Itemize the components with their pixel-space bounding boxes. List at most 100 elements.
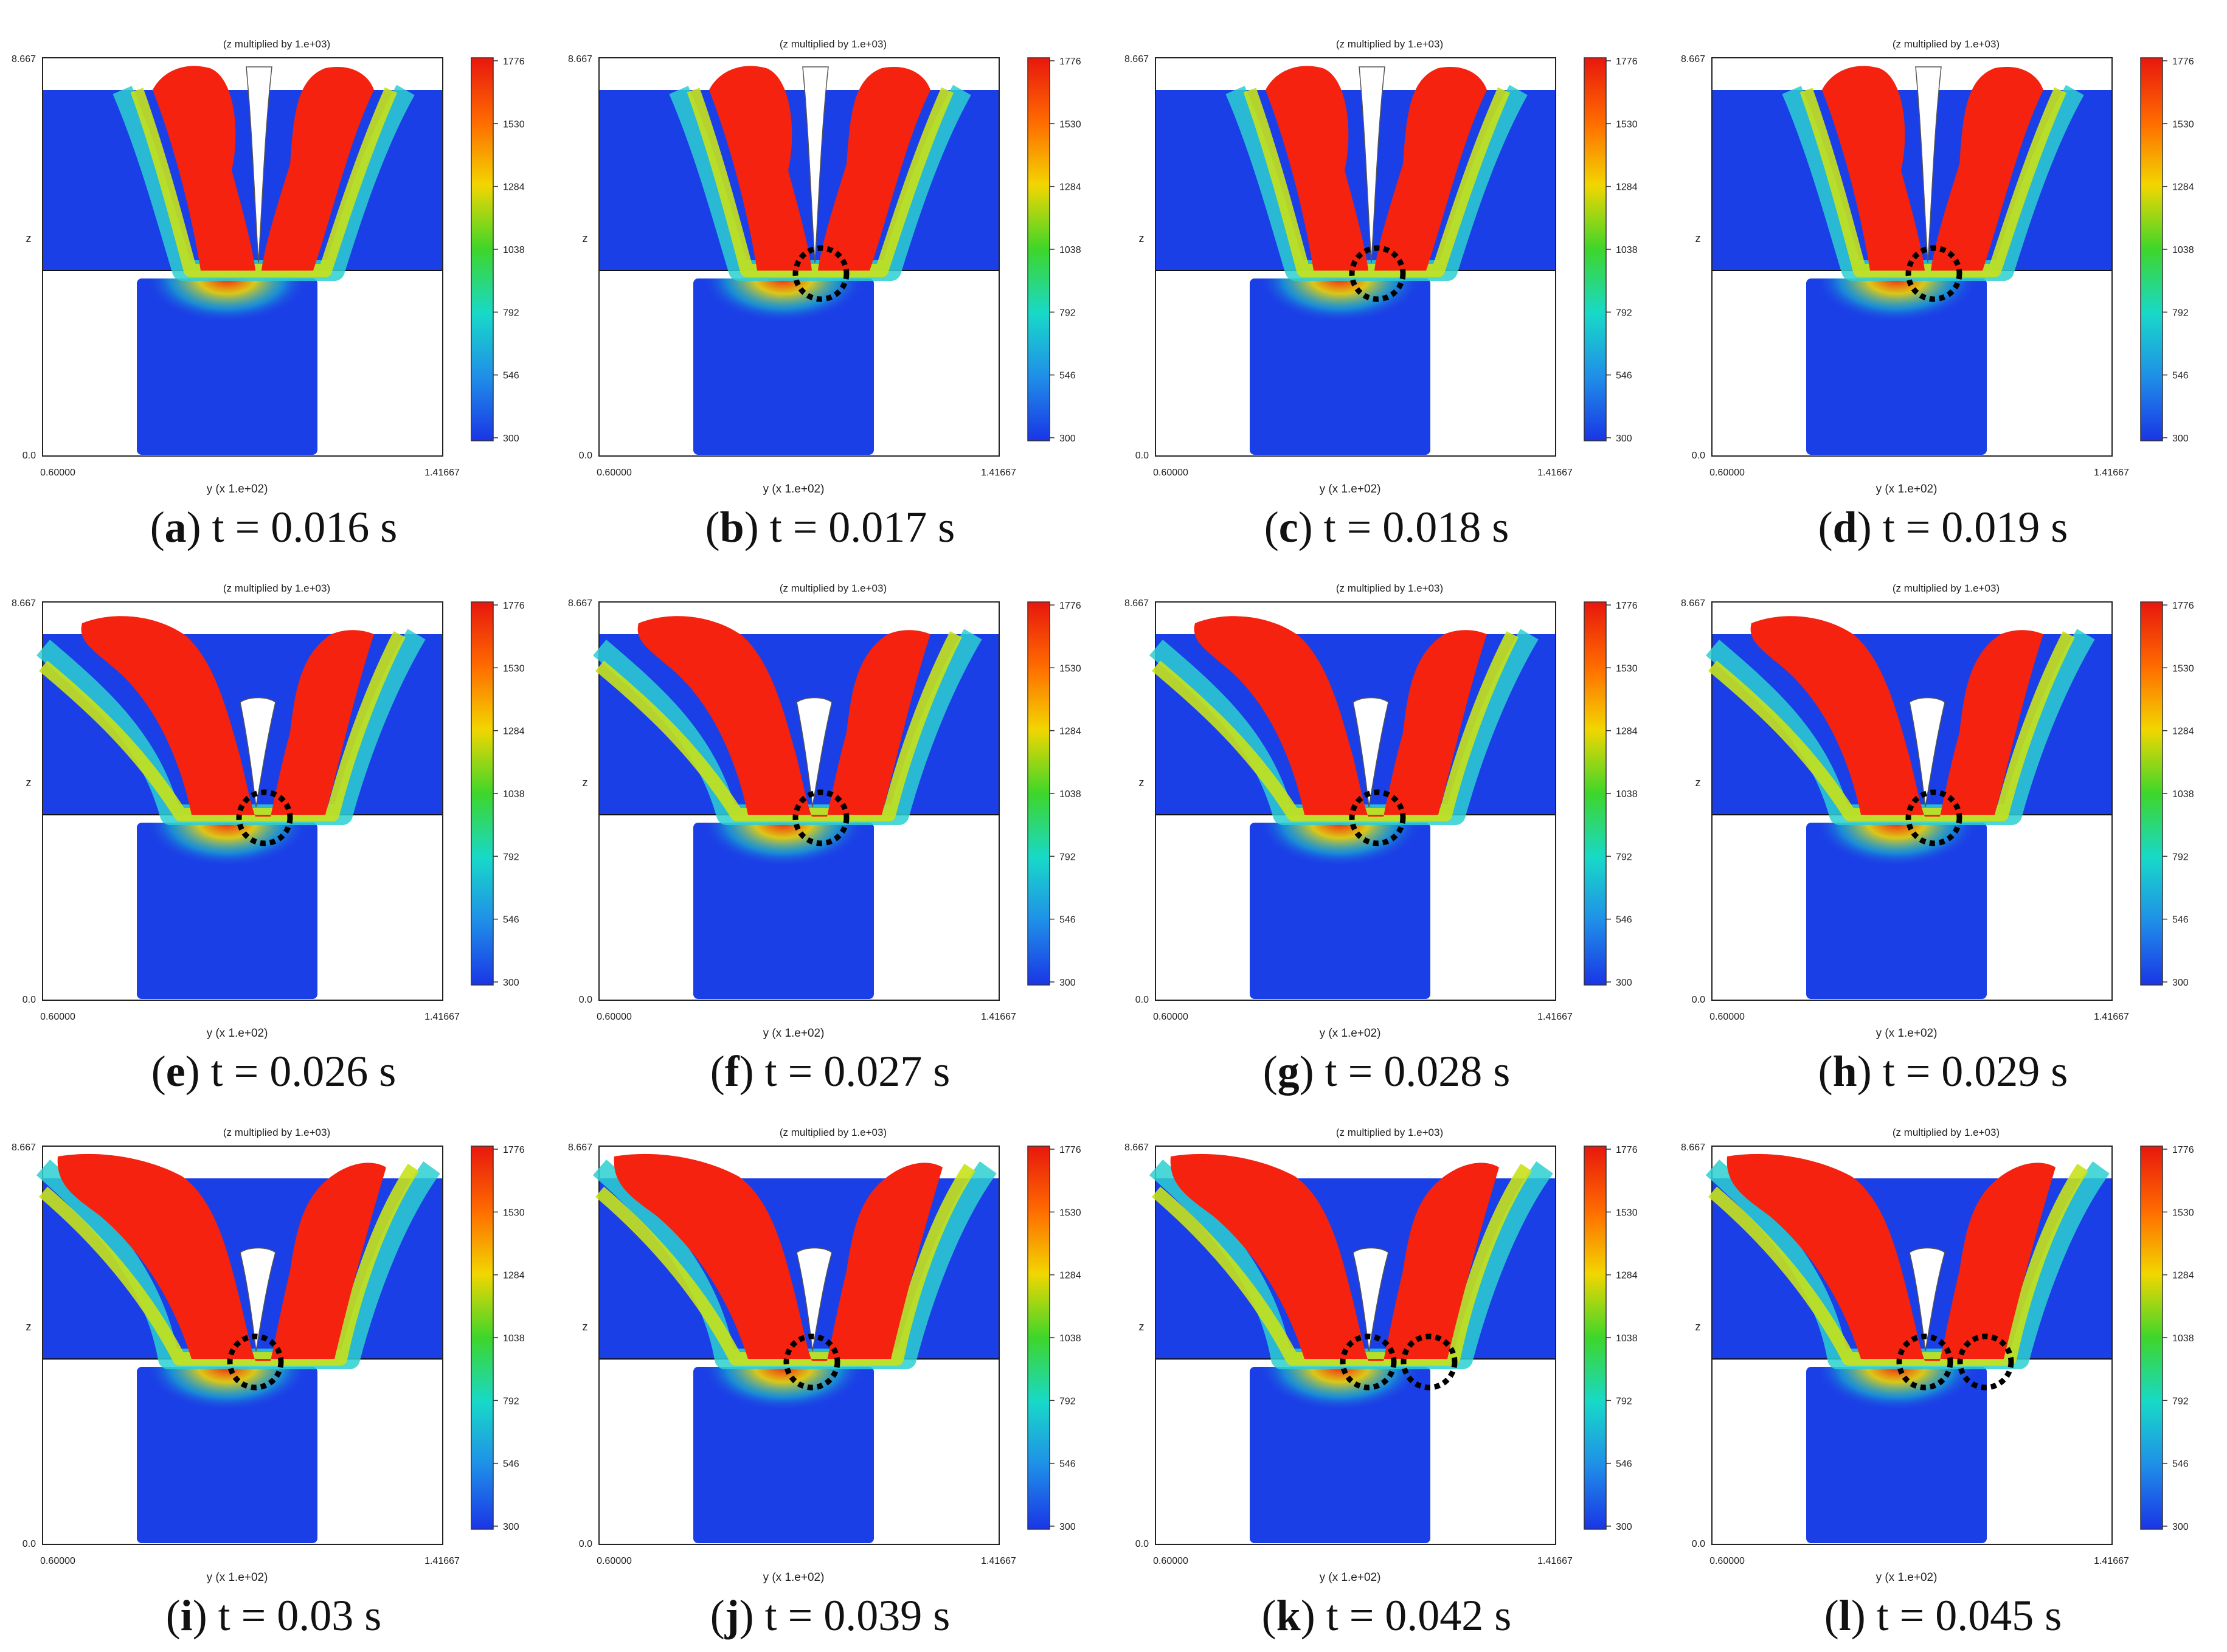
keyhole-cavity — [796, 1247, 833, 1352]
panel-caption: (a) t = 0.016 s — [150, 503, 398, 551]
colorbar-tick-label: 1776 — [1616, 1145, 1638, 1155]
colorbar-tick-label: 1284 — [503, 727, 525, 737]
y-axis-label: y (x 1.e+02) — [1320, 1027, 1381, 1040]
colorbar-ticks: 1776 1530 1284 1038 792 546 300 — [2163, 1145, 2194, 1532]
colorbar-tick-label: 1776 — [503, 1145, 525, 1155]
colorbar-tick-label: 1530 — [1059, 663, 1081, 674]
colorbar-tick-label: 546 — [1059, 371, 1076, 381]
highlight-circle-marker — [236, 789, 293, 846]
molten-pool — [1170, 1153, 1499, 1361]
panel-caption: (f) t = 0.027 s — [710, 1047, 951, 1096]
simulation-panel-g: (z multiplied by 1.e+03) 1776 1530 1284 103… — [1122, 556, 1651, 1104]
highlight-circle-marker — [1896, 1333, 1953, 1391]
y-axis-label: y (x 1.e+02) — [1876, 483, 1938, 496]
plot-header: (z multiplied by 1.e+03) — [223, 38, 330, 50]
z-bottom-tick: 0.0 — [579, 1539, 592, 1549]
y-axis-label: y (x 1.e+02) — [1876, 1027, 1938, 1040]
panel-caption: (d) t = 0.019 s — [1818, 503, 2068, 551]
colorbar-tick-label: 1284 — [1616, 182, 1638, 193]
heat-affected-zone-outer — [1705, 629, 2095, 825]
molten-pool — [709, 66, 930, 271]
z-axis-label: z — [583, 232, 588, 244]
y-left-tick: 0.60000 — [40, 1012, 75, 1022]
colorbar-tick-label: 300 — [1059, 434, 1076, 444]
panel-time: t = 0.018 s — [1323, 503, 1509, 551]
heat-affected-zone-outer — [1149, 629, 1539, 825]
simulation-panel-i: (z multiplied by 1.e+03) 1776 1530 1284 103… — [9, 1101, 538, 1648]
molten-pool — [153, 66, 374, 271]
y-axis-label: y (x 1.e+02) — [1320, 1571, 1381, 1584]
y-right-tick: 1.41667 — [1537, 1012, 1573, 1022]
molten-pool — [1822, 66, 2043, 271]
colorbar-tick-label: 1530 — [1616, 119, 1638, 130]
keyhole-cavity — [240, 1247, 276, 1352]
z-axis-label: z — [583, 1321, 588, 1333]
colorbar-tick-label: 1038 — [1059, 245, 1081, 255]
y-left-tick: 0.60000 — [1709, 1556, 1745, 1566]
highlight-circle-marker — [792, 789, 850, 846]
colorbar-tick-label: 1038 — [503, 1333, 525, 1344]
colorbar — [1584, 601, 1607, 986]
colorbar-tick-label: 300 — [2172, 978, 2189, 988]
heat-affected-zone-outer — [1149, 1160, 1553, 1369]
heat-affected-zone — [137, 278, 317, 376]
heat-affected-zone-outer — [592, 1160, 997, 1369]
y-left-tick: 0.60000 — [1709, 1012, 1745, 1022]
colorbar-ticks: 1776 1530 1284 1038 792 546 300 — [2163, 57, 2194, 444]
keyhole-cavity — [1909, 1247, 1945, 1352]
temperature-field-plot: (z multiplied by 1.e+03) 1776 1530 1284 103… — [568, 38, 1081, 496]
heat-affected-zone-inner — [1151, 631, 1519, 821]
colorbar-tick-label: 546 — [1059, 915, 1076, 925]
marker-group — [1349, 245, 1406, 302]
marker-group — [783, 1333, 840, 1391]
colorbar-tick-label: 1530 — [503, 1208, 525, 1218]
y-right-tick: 1.41667 — [424, 468, 460, 478]
keyhole-cavity — [1915, 66, 1942, 263]
heat-affected-zone — [1250, 1367, 1430, 1464]
heat-affected-zone-inner — [130, 87, 398, 277]
colorbar-tick-label: 1776 — [1059, 601, 1081, 611]
temperature-field-plot: (z multiplied by 1.e+03) 1776 1530 1284 103… — [568, 582, 1081, 1040]
colorbar-tick-label: 546 — [2172, 1459, 2189, 1470]
y-left-tick: 0.60000 — [40, 468, 75, 478]
colorbar-tick-label: 300 — [503, 978, 519, 988]
colorbar-tick-label: 300 — [503, 434, 519, 444]
y-right-tick: 1.41667 — [1537, 468, 1573, 478]
simulation-panel-f: (z multiplied by 1.e+03) 1776 1530 1284 103… — [566, 556, 1095, 1104]
colorbar-tick-label: 1284 — [503, 1271, 525, 1281]
colorbar-ticks: 1776 1530 1284 1038 792 546 300 — [1606, 1145, 1638, 1532]
colorbar-tick-label: 792 — [503, 1396, 519, 1406]
panel-time: t = 0.039 s — [764, 1591, 951, 1640]
plot-header: (z multiplied by 1.e+03) — [1893, 582, 2000, 594]
heat-affected-zone-outer — [36, 629, 426, 825]
panel-label: j — [724, 1591, 739, 1640]
y-right-tick: 1.41667 — [981, 468, 1016, 478]
molten-pool — [1750, 616, 2043, 817]
heat-affected-zone-inner — [595, 631, 962, 821]
panel-label: l — [1838, 1591, 1851, 1640]
z-axis-label: z — [1139, 1321, 1145, 1333]
heat-affected-zone-outer — [592, 629, 982, 825]
highlight-circle-marker — [783, 1333, 840, 1391]
colorbar-tick-label: 1530 — [1059, 119, 1081, 130]
colorbar — [1027, 601, 1050, 986]
colorbar-ticks: 1776 1530 1284 1038 792 546 300 — [1050, 601, 1081, 988]
molten-pool — [57, 1153, 386, 1361]
z-axis-label: z — [26, 1321, 32, 1333]
z-top-tick: 8.667 — [1124, 1142, 1149, 1153]
colorbar-tick-label: 1776 — [1059, 57, 1081, 67]
colorbar-ticks: 1776 1530 1284 1038 792 546 300 — [1050, 1145, 1081, 1532]
colorbar-tick-label: 1038 — [2172, 245, 2194, 255]
panel-label: i — [180, 1591, 193, 1640]
heat-affected-zone-inner — [1243, 87, 1511, 277]
colorbar — [2140, 57, 2163, 441]
z-top-tick: 8.667 — [12, 54, 36, 64]
z-top-tick: 8.667 — [1681, 598, 1705, 609]
panel-caption: (i) t = 0.03 s — [165, 1591, 382, 1640]
colorbar-tick-label: 1284 — [1616, 727, 1638, 737]
colorbar-tick-label: 300 — [1616, 434, 1632, 444]
panel-caption: (h) t = 0.029 s — [1818, 1047, 2068, 1096]
y-left-tick: 0.60000 — [1153, 468, 1188, 478]
colorbar — [471, 1146, 494, 1530]
molten-pool — [1266, 66, 1487, 271]
